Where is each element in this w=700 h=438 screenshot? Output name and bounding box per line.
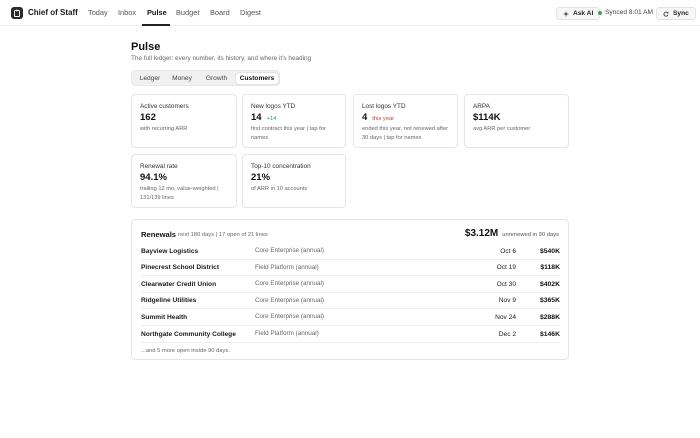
metric-card-top10-concentration: Top-10 concentration 21% of ARR in 10 ac… <box>242 154 346 208</box>
metric-card-arpa: ARPA $114K avg ARR per customer <box>464 94 569 148</box>
renewals-total-note: unrenewed in 90 days <box>502 232 559 238</box>
nav-pulse[interactable]: Pulse <box>147 8 167 17</box>
tab-customers[interactable]: Customers <box>236 73 278 84</box>
ask-ai-label: Ask AI <box>573 10 594 17</box>
metric-desc: trailing 12 mo, value-weighted | 131/139… <box>140 186 219 201</box>
metric-label: Lost logos YTD <box>362 103 406 110</box>
metric-card-active-customers: Active customers 162 with recurring ARR <box>131 94 237 148</box>
renewal-customer: Pinecrest School District <box>141 264 220 272</box>
nav-digest[interactable]: Digest <box>240 8 261 17</box>
renewal-row[interactable]: Ridgeline Utilities Core Enterprise (ann… <box>141 293 560 310</box>
sync-status-label: Synced 8:01 AM <box>605 9 654 16</box>
renewal-amount: $365K <box>539 297 560 305</box>
metric-number: 94.1% <box>140 172 167 183</box>
metric-desc: with recurring ARR <box>140 126 188 132</box>
renewal-amount: $146K <box>539 330 560 338</box>
metric-card-lost-logos[interactable]: Lost logos YTD 4 this year ended this ye… <box>353 94 458 148</box>
nav-inbox[interactable]: Inbox <box>118 8 137 17</box>
renewals-total-value: $3.12M <box>464 228 499 239</box>
nav-budget[interactable]: Budget <box>176 8 200 17</box>
renewal-plan: Core Enterprise (annual) <box>255 296 324 304</box>
app-logo-icon <box>11 7 23 19</box>
renewal-customer: Northgate Community College <box>141 330 236 338</box>
renewal-customer: Ridgeline Utilities <box>141 297 197 305</box>
metric-value: 14 +14 <box>251 112 276 123</box>
renewals-panel: Renewals next 180 days | 17 open of 21 l… <box>131 219 569 360</box>
renewal-amount: $402K <box>539 280 560 288</box>
refresh-icon <box>663 11 669 17</box>
renewal-amount: $540K <box>539 247 560 255</box>
renewal-plan: Field Platform (annual) <box>255 263 319 271</box>
metric-value: 21% <box>251 172 270 183</box>
renewal-date: Oct 6 <box>500 247 516 255</box>
renewals-more-note[interactable]: ...and 5 more open inside 90 days. <box>141 348 230 354</box>
renewal-date: Dec 2 <box>498 330 516 338</box>
metric-desc: avg ARR per customer <box>473 126 531 132</box>
metric-desc: ended this year, not renewed after 30 da… <box>362 126 449 141</box>
renewal-row[interactable]: Northgate Community College Field Platfo… <box>141 326 560 343</box>
metric-delta-negative: this year <box>372 116 395 122</box>
nav-active-indicator <box>142 24 170 26</box>
renewal-date: Oct 19 <box>496 264 516 272</box>
tab-growth[interactable]: Growth <box>205 75 228 82</box>
metric-number: 21% <box>251 172 271 183</box>
metric-desc: first contract this year | tap for names <box>251 126 326 141</box>
renewals-meta: next 180 days | 17 open of 21 lines <box>178 231 268 238</box>
nav-board[interactable]: Board <box>210 8 230 17</box>
sync-label: Sync <box>673 10 689 17</box>
top-bar: Chief of Staff Today Inbox Pulse Budget … <box>0 0 700 26</box>
renewal-customer: Bayview Logistics <box>141 247 199 255</box>
metric-label: Renewal rate <box>140 163 178 170</box>
metric-label: ARPA <box>473 103 490 110</box>
metric-number: 162 <box>140 112 156 123</box>
tab-money[interactable]: Money <box>172 75 192 82</box>
metric-value: 94.1% <box>140 172 167 183</box>
renewal-plan: Core Enterprise (annual) <box>255 313 324 321</box>
renewal-amount: $118K <box>540 264 560 272</box>
renewal-row[interactable]: Pinecrest School District Field Platform… <box>141 260 560 277</box>
metric-number: $114K <box>473 112 501 123</box>
ask-ai-button[interactable]: Ask AI <box>556 7 601 20</box>
nav-today[interactable]: Today <box>88 8 108 17</box>
clipboard-icon <box>14 9 20 17</box>
section-tabs: Ledger Money Growth Customers <box>131 70 280 86</box>
sync-status: Synced 8:01 AM <box>598 9 653 16</box>
renewal-row[interactable]: Bayview Logistics Core Enterprise (annua… <box>141 243 560 260</box>
metric-value: 4 this year <box>362 112 394 123</box>
metric-value: 162 <box>140 112 156 123</box>
metric-label: Top-10 concentration <box>251 163 311 170</box>
metric-value: $114K <box>473 112 500 123</box>
renewal-customer: Summit Health <box>141 313 188 321</box>
renewals-title: Renewals <box>141 230 177 239</box>
metric-delta-positive: +14 <box>266 116 277 122</box>
metric-label: New logos YTD <box>251 103 296 110</box>
sparkle-icon <box>563 10 569 17</box>
metric-number: 14 <box>251 112 262 123</box>
renewal-plan: Core Enterprise (annual) <box>255 280 324 288</box>
renewal-date: Oct 30 <box>496 280 516 288</box>
metric-label: Active customers <box>140 103 189 110</box>
renewal-date: Nov 24 <box>495 313 516 321</box>
sync-button[interactable]: Sync <box>656 7 696 20</box>
metric-card-renewal-rate: Renewal rate 94.1% trailing 12 mo, value… <box>131 154 237 208</box>
page-subtitle: The full ledger: every number, its histo… <box>131 55 312 62</box>
metric-desc: of ARR in 10 accounts <box>251 186 308 192</box>
renewal-date: Nov 9 <box>498 297 516 305</box>
tab-ledger[interactable]: Ledger <box>139 75 161 82</box>
renewal-row[interactable]: Summit Health Core Enterprise (annual) N… <box>141 309 560 326</box>
metric-card-new-logos[interactable]: New logos YTD 14 +14 first contract this… <box>242 94 346 148</box>
renewals-total: $3.12M unrenewed in 90 days <box>465 228 559 239</box>
renewal-plan: Core Enterprise (annual) <box>255 247 324 254</box>
app-brand: Chief of Staff <box>28 8 78 17</box>
metric-number: 4 <box>362 112 368 123</box>
renewal-amount: $288K <box>539 313 560 321</box>
renewal-customer: Clearwater Credit Union <box>141 280 217 288</box>
status-dot-icon <box>598 10 602 15</box>
renewal-row[interactable]: Clearwater Credit Union Core Enterprise … <box>141 276 560 293</box>
renewal-plan: Field Platform (annual) <box>255 330 319 337</box>
page-title: Pulse <box>131 41 161 53</box>
